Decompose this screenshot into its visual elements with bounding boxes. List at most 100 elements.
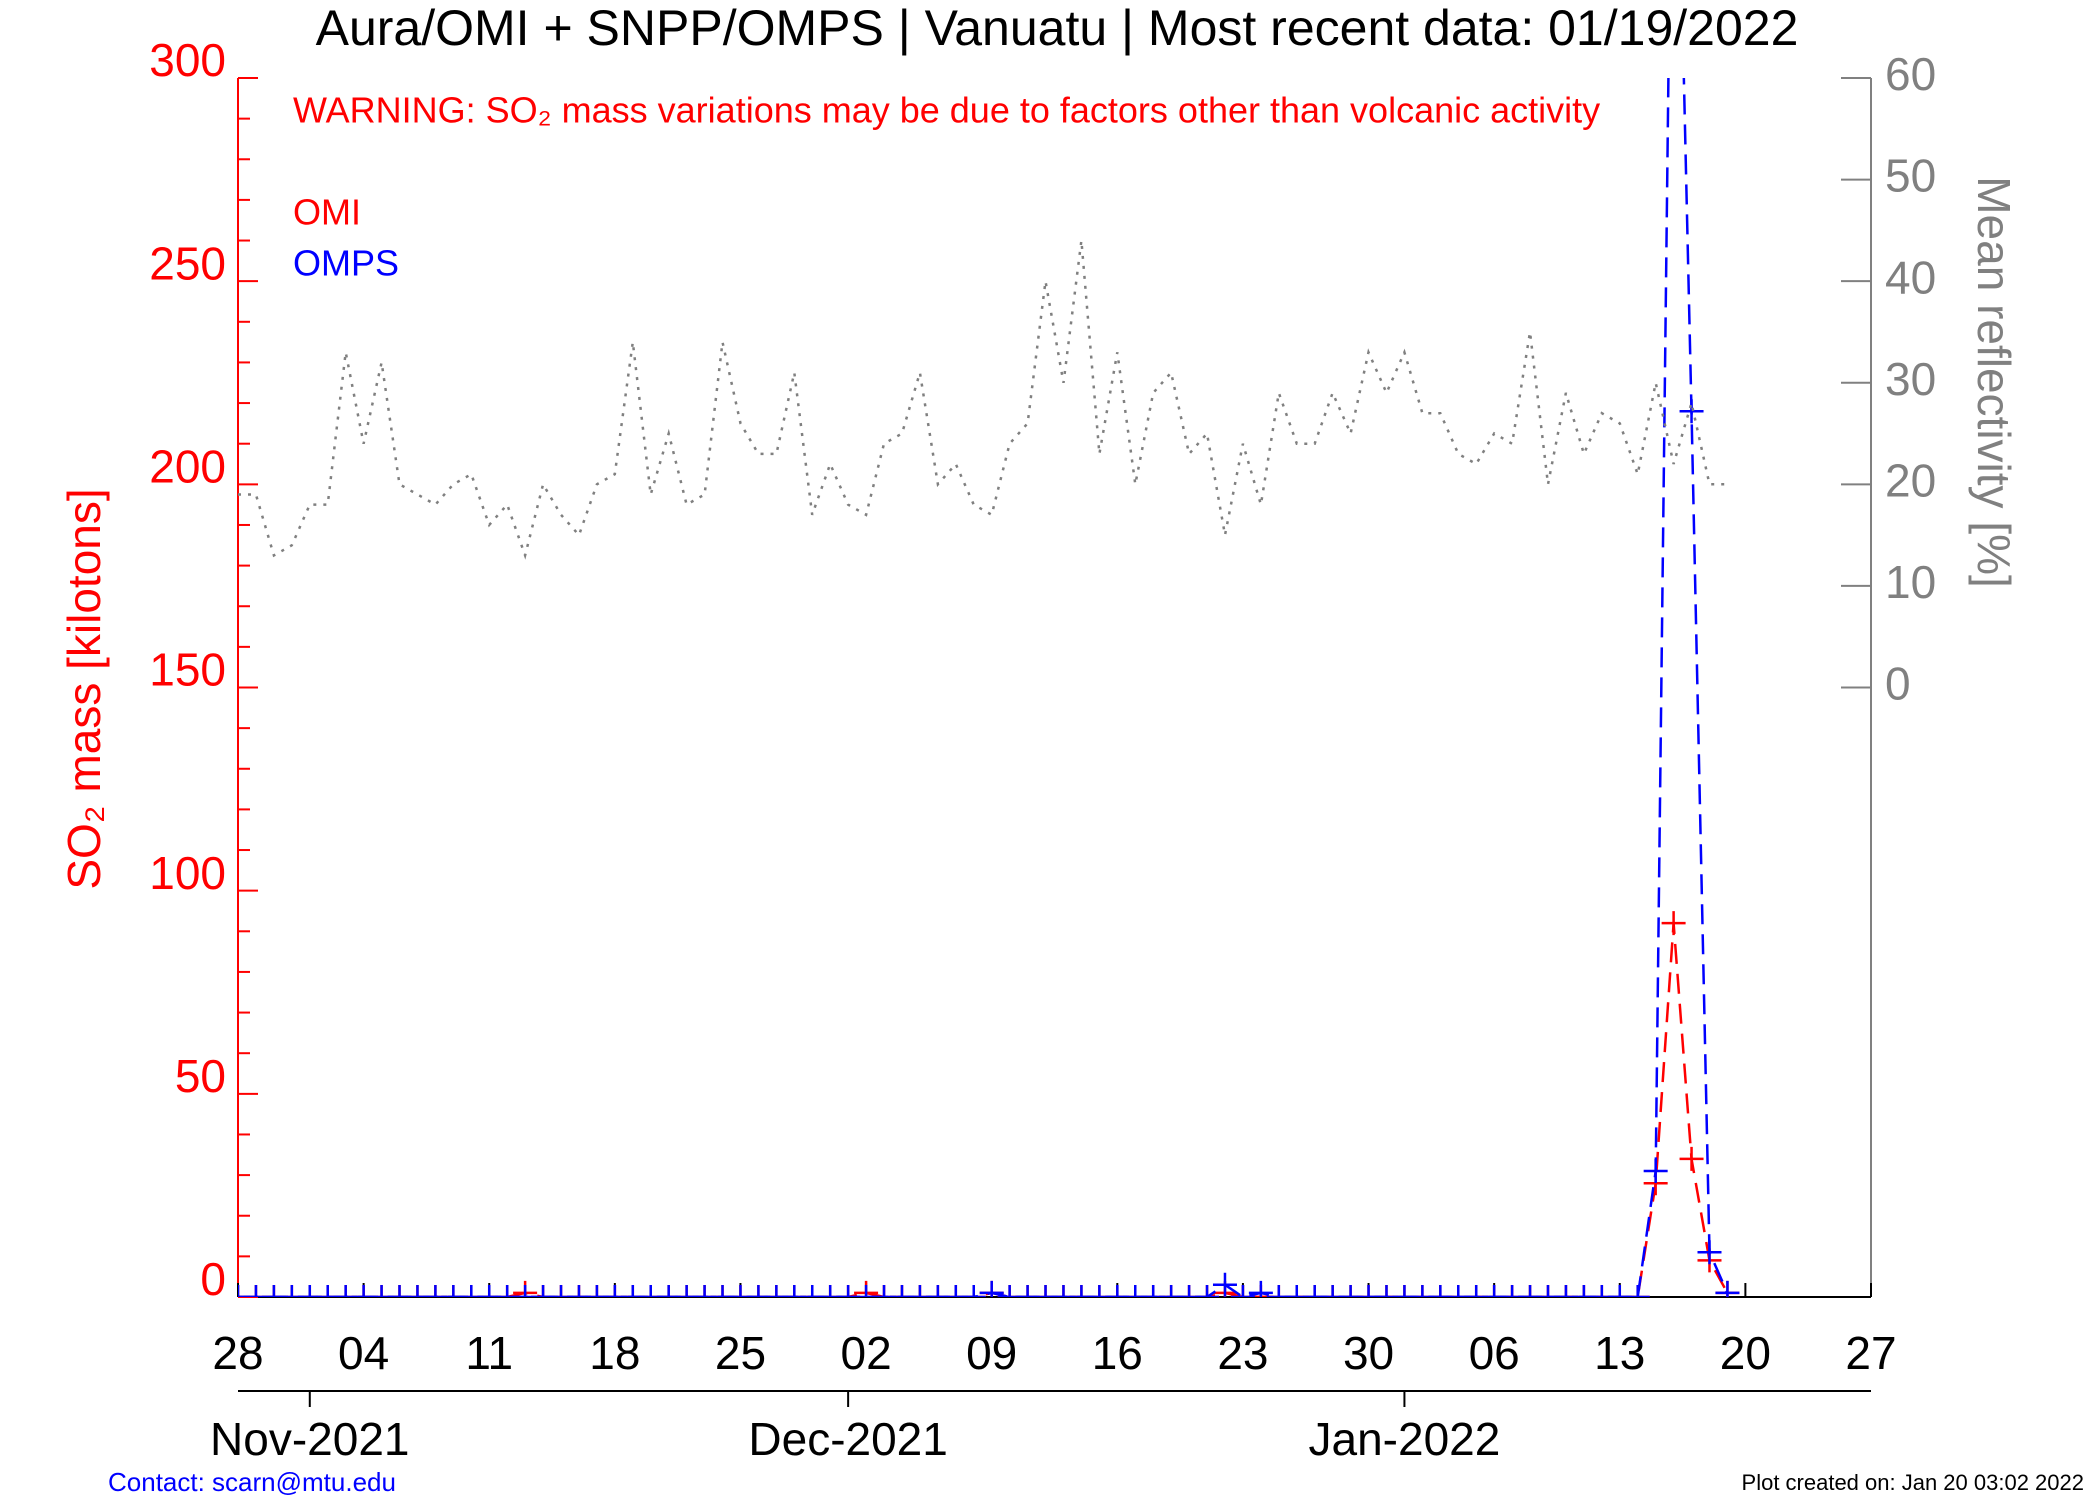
x-tick-label: 28 [212, 1327, 263, 1379]
marker [728, 1285, 753, 1297]
contact: Contact: scarn@mtu.edu [108, 1467, 396, 1497]
marker [746, 1285, 771, 1297]
marker [1015, 1285, 1040, 1297]
series-line [238, 923, 1729, 1297]
x-tick-label: 20 [1720, 1327, 1771, 1379]
series-line [238, 78, 1729, 1297]
x-tick-label: 06 [1469, 1327, 1520, 1379]
marker [1051, 1285, 1076, 1297]
marker [1374, 1285, 1399, 1297]
month-tick-label: Nov-2021 [210, 1413, 409, 1465]
marker [1033, 1285, 1058, 1297]
legend-label: OMPS [293, 243, 399, 284]
marker [764, 1285, 789, 1297]
marker [1141, 1285, 1166, 1297]
marker [1446, 1285, 1471, 1297]
y2-tick-label: 60 [1885, 48, 1936, 100]
y-tick-label: 100 [149, 847, 226, 899]
month-tick-label: Jan-2022 [1309, 1413, 1501, 1465]
marker [1177, 1285, 1202, 1297]
marker [531, 1285, 556, 1297]
x-tick-label: 18 [589, 1327, 640, 1379]
marker [800, 1285, 825, 1297]
month-tick-label: Dec-2021 [748, 1413, 947, 1465]
y2-tick-label: 10 [1885, 556, 1936, 608]
marker [692, 1285, 717, 1297]
marker [1159, 1285, 1184, 1297]
marker [1195, 1285, 1220, 1297]
y-tick-label: 300 [149, 34, 226, 86]
marker [1356, 1285, 1381, 1297]
marker [1248, 1280, 1273, 1297]
marker [1679, 399, 1704, 424]
x-tick-label: 25 [715, 1327, 766, 1379]
x-tick-label: 04 [338, 1327, 389, 1379]
marker [1266, 1285, 1291, 1297]
x-tick-label: 13 [1594, 1327, 1645, 1379]
x-tick-label: 09 [966, 1327, 1017, 1379]
marker [423, 1285, 448, 1297]
x-tick-label: 16 [1092, 1327, 1143, 1379]
marker [584, 1285, 609, 1297]
marker [513, 1285, 538, 1297]
marker [477, 1285, 502, 1297]
marker [351, 1285, 376, 1297]
y-axis-title: SO₂ mass [kilotons] [58, 488, 110, 889]
marker [674, 1285, 699, 1297]
x-tick-label: 27 [1845, 1327, 1896, 1379]
marker [710, 1285, 735, 1297]
legend-label: OMI [293, 192, 361, 233]
marker [1428, 1285, 1453, 1297]
marker [1284, 1285, 1309, 1297]
marker [441, 1285, 466, 1297]
y-tick-label: 200 [149, 440, 226, 492]
marker [1302, 1285, 1327, 1297]
created-note: Plot created on: Jan 20 03:02 2022 [1742, 1470, 2084, 1495]
marker [1500, 1285, 1525, 1297]
x-tick-label: 02 [840, 1327, 891, 1379]
marker [1607, 1285, 1632, 1297]
marker [1410, 1285, 1435, 1297]
marker [495, 1285, 520, 1297]
marker [1123, 1285, 1148, 1297]
marker [566, 1285, 591, 1297]
marker [261, 1285, 286, 1297]
marker [1320, 1285, 1345, 1297]
marker [1105, 1285, 1130, 1297]
marker [1553, 1285, 1578, 1297]
marker [1697, 1240, 1722, 1265]
y2-axis-title: Mean reflectivity [%] [1968, 176, 2020, 588]
marker [872, 1285, 897, 1297]
marker [243, 1285, 268, 1297]
y2-tick-label: 20 [1885, 454, 1936, 506]
marker [1715, 1280, 1740, 1297]
marker [1661, 911, 1686, 936]
y-tick-label: 0 [200, 1253, 226, 1305]
marker [1643, 1159, 1668, 1184]
marker [369, 1285, 394, 1297]
y2-tick-label: 40 [1885, 251, 1936, 303]
marker [782, 1285, 807, 1297]
marker [854, 1285, 879, 1297]
y-tick-label: 50 [175, 1050, 226, 1102]
marker [1087, 1285, 1112, 1297]
y2-tick-label: 30 [1885, 353, 1936, 405]
marker [907, 1285, 932, 1297]
marker [997, 1285, 1022, 1297]
marker [279, 1285, 304, 1297]
x-tick-label: 30 [1343, 1327, 1394, 1379]
marker [818, 1285, 843, 1297]
marker [1230, 1285, 1255, 1297]
marker [1625, 1285, 1650, 1297]
marker [387, 1285, 412, 1297]
marker [1392, 1285, 1417, 1297]
series-line [238, 240, 1728, 560]
x-tick-label: 11 [465, 1327, 513, 1379]
marker [1212, 1272, 1237, 1297]
chart-title: Aura/OMI + SNPP/OMPS | Vanuatu | Most re… [316, 0, 1799, 56]
marker [602, 1285, 627, 1297]
marker [638, 1285, 663, 1297]
marker [1338, 1285, 1363, 1297]
warning: WARNING: SO₂ mass variations may be due … [293, 90, 1600, 131]
